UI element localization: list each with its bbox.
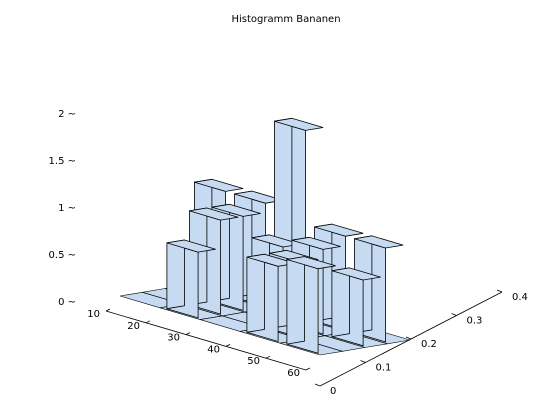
bar-top-face <box>291 236 341 250</box>
z-tick-label: 0 ~ <box>58 297 76 308</box>
x-tick-label: 10 <box>87 309 100 320</box>
y-tick <box>360 360 366 363</box>
bar-top-face <box>286 256 336 270</box>
z-tick-label: 0.5 ~ <box>49 250 76 261</box>
histogram-bar <box>286 256 336 354</box>
bar-top-face <box>194 178 244 192</box>
bars-group <box>166 117 404 354</box>
x-tick <box>105 308 111 312</box>
bar-side-face <box>166 239 185 310</box>
x-tick-label: 40 <box>207 344 220 355</box>
x-tick <box>305 367 311 371</box>
bar-top-face <box>274 117 324 131</box>
bar-side-face <box>246 253 265 333</box>
z-tick-label: 1.5 ~ <box>49 156 76 167</box>
y-tick-label: 0.4 <box>512 292 528 303</box>
y-tick-label: 0.3 <box>467 316 483 327</box>
bar-side-face <box>331 267 350 338</box>
z-tick-label: 2 ~ <box>58 109 76 120</box>
x-tick-label: 20 <box>127 321 140 332</box>
y-tick <box>314 383 321 387</box>
x-tick-label: 60 <box>287 368 300 379</box>
bar-top-face <box>314 223 364 237</box>
x-tick-label: 30 <box>167 333 180 344</box>
x-tick <box>265 355 271 359</box>
bar-side-face <box>286 256 305 345</box>
x-tick-label: 50 <box>247 356 260 367</box>
x-tick <box>225 344 231 347</box>
bar-top-face <box>354 235 404 249</box>
y-tick-label: 0 <box>330 386 336 397</box>
histogram-bar <box>331 267 381 347</box>
z-tick-label: 1 ~ <box>58 203 76 214</box>
y-tick-label: 0.2 <box>421 339 437 350</box>
x-axis-line <box>105 310 307 371</box>
histogram-bar <box>166 239 216 319</box>
bar-top-face <box>166 239 216 253</box>
y-tick <box>496 289 503 293</box>
chart-title: Histogramm Bananen <box>231 14 340 25</box>
x-tick <box>185 332 191 335</box>
bar-top-face <box>211 203 261 217</box>
histogram-bar <box>246 253 296 343</box>
axes: 0 ~ 0.5 ~ 1 ~ 1.5 ~ 2 ~ 10 20 30 40 50 60 0 0.1 0.2 0.… <box>49 109 528 397</box>
bar-top-face <box>331 267 381 281</box>
y-tick <box>451 313 457 316</box>
y-tick-label: 0.1 <box>376 363 392 374</box>
bar-top-face <box>189 207 239 221</box>
y-tick <box>405 336 412 340</box>
x-tick <box>145 320 151 324</box>
